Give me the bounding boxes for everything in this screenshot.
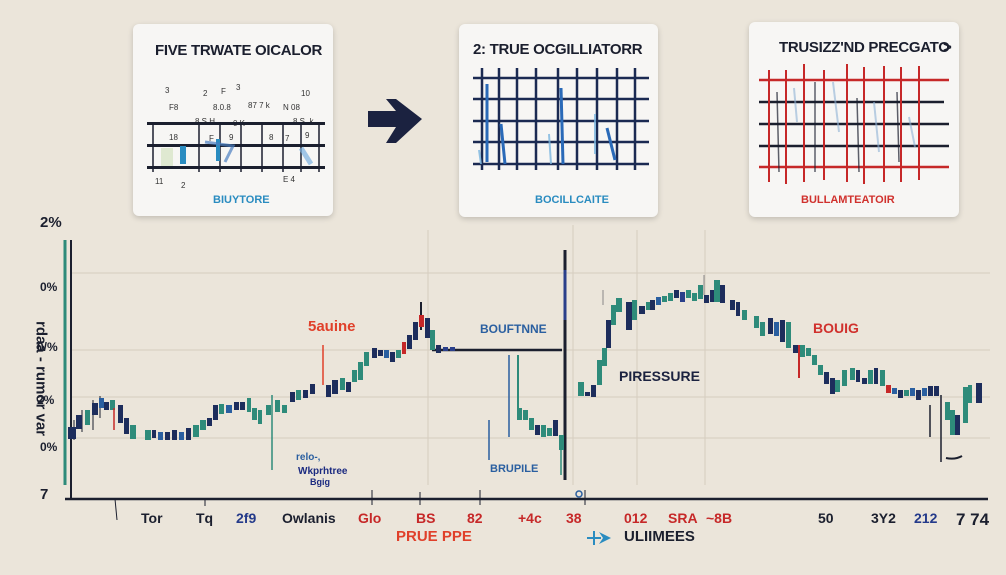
annotation-bouftnne: BOUFTNNE xyxy=(480,322,547,336)
svg-text:8.0.8: 8.0.8 xyxy=(213,103,231,112)
indicator-card-2: 2: TRUE OCGILLIATORR BOCILLCAITE xyxy=(459,24,658,217)
svg-text:11: 11 xyxy=(155,177,164,186)
svg-text:F8: F8 xyxy=(169,103,179,112)
card-2-mini-chart xyxy=(473,68,649,170)
annotation-bouig: BOUIG xyxy=(813,320,859,336)
annotation-wkprhtree: Wkprhtree xyxy=(298,466,348,477)
x-tick: +4c xyxy=(518,510,542,526)
y-tick-5: 7 xyxy=(40,486,49,503)
card-3-title: TRUSIZZ'ND PRECGATO xyxy=(779,39,950,56)
svg-text:N 08: N 08 xyxy=(283,103,300,112)
x-tick: Tq xyxy=(196,510,214,526)
x-tick: 2f9 xyxy=(236,510,257,526)
svg-text:9: 9 xyxy=(305,131,310,140)
card-2-footer: BOCILLCAITE xyxy=(535,194,609,206)
gridlines xyxy=(70,225,990,485)
x-tick: Glo xyxy=(358,510,382,526)
card-1-title: FIVE TRWATE OICALOR xyxy=(155,42,323,59)
card-3-footer: BULLAMTEATOIR xyxy=(801,194,895,206)
card-3-chevron-icon: > xyxy=(943,39,952,56)
annotation-brupile: BRUPILE xyxy=(490,463,539,475)
x-tick: Owlanis xyxy=(282,510,336,526)
x-tick: 7 74 xyxy=(956,510,990,529)
svg-text:8: 8 xyxy=(269,133,274,142)
x-tick: SRA xyxy=(668,510,698,526)
y-tick-1: 0% xyxy=(40,280,58,294)
svg-text:87 7 k: 87 7 k xyxy=(248,101,271,110)
y-tick-2: 0/% xyxy=(37,340,58,354)
svg-text:10: 10 xyxy=(301,89,310,98)
x-tick: 012 xyxy=(624,510,648,526)
svg-text:8 S. k: 8 S. k xyxy=(293,117,314,126)
annotation-5auine: 5auine xyxy=(308,318,356,335)
annotation-relo: relo-, xyxy=(296,452,321,463)
svg-text:3: 3 xyxy=(165,86,170,95)
x-tick: 212 xyxy=(914,510,938,526)
svg-text:F: F xyxy=(221,87,226,96)
x-tick: 3Y2 xyxy=(871,510,896,526)
svg-text:3: 3 xyxy=(236,83,241,92)
x-tick: 82 xyxy=(467,510,483,526)
x-tick: Tor xyxy=(141,510,163,526)
indicator-card-3: TRUSIZZ'ND PRECGATO > BULLAMTEATOIR xyxy=(749,22,959,217)
svg-text:2: 2 xyxy=(203,89,208,98)
x-tick: ~8B xyxy=(706,510,733,526)
plus-arrow-icon xyxy=(587,531,611,545)
candles xyxy=(68,302,455,470)
svg-text:E 4: E 4 xyxy=(283,175,296,184)
svg-text:18: 18 xyxy=(169,133,178,142)
right-arrow-icon xyxy=(368,99,422,143)
y-tick-4: 0% xyxy=(40,440,58,454)
x-tick: BS xyxy=(416,510,436,526)
card-1-footer: BIUYTORE xyxy=(213,194,270,206)
legend-ulimees: ULIIMEES xyxy=(624,528,695,545)
y-tick-3: 2% xyxy=(37,393,55,407)
svg-text:2: 2 xyxy=(181,181,186,190)
legend-prue-ppe: PRUE PPE xyxy=(396,528,472,545)
svg-text:F: F xyxy=(209,134,214,143)
x-tick: 50 xyxy=(818,510,834,526)
y-top-label: 2% xyxy=(40,214,62,231)
annotation-bgig: Bgig xyxy=(310,477,330,487)
card-2-title: 2: TRUE OCGILLIATORR xyxy=(473,41,643,58)
svg-text:8 S.H: 8 S.H xyxy=(195,117,215,126)
svg-text:7: 7 xyxy=(285,134,290,143)
svg-text:9: 9 xyxy=(229,133,234,142)
x-tick: 38 xyxy=(566,510,582,526)
annotation-pressure: PIRESSURE xyxy=(619,368,700,384)
card-3-mini-chart xyxy=(759,64,949,184)
